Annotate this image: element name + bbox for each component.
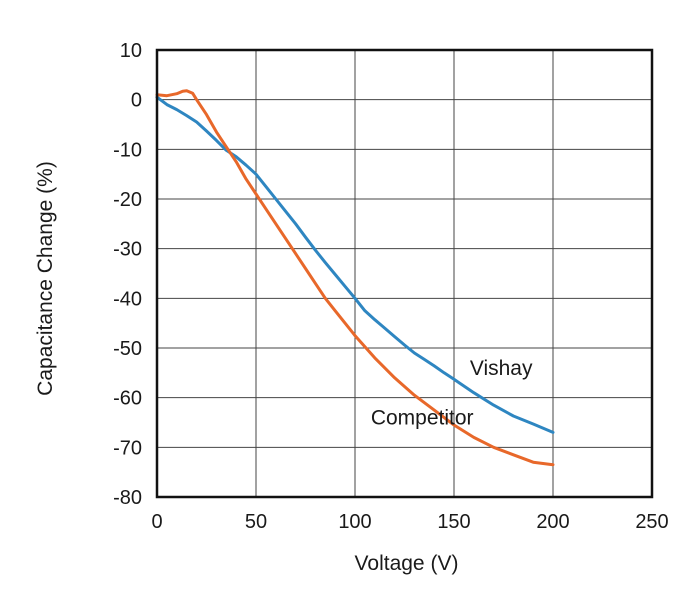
x-tick-label: 150 bbox=[437, 511, 470, 533]
grid-layer bbox=[157, 50, 652, 497]
series-line-competitor bbox=[155, 89, 555, 467]
x-tick-label: 100 bbox=[338, 511, 371, 533]
tick-layer: 0 50 100 150 200 250100-10-20-30-40-50-60-70-… bbox=[113, 40, 669, 533]
y-tick-label: -70 bbox=[113, 437, 142, 459]
x-tick-label: 0 bbox=[151, 511, 162, 533]
x-tick-label: 200 bbox=[536, 511, 569, 533]
annotation-layer: Vishay Competitor bbox=[371, 357, 533, 430]
series-label: Vishay bbox=[470, 357, 533, 380]
y-tick-label: 0 bbox=[131, 90, 142, 112]
x-tick-label: 50 bbox=[245, 511, 267, 533]
x-axis-title: Voltage (V) bbox=[355, 552, 459, 575]
y-tick-label: -50 bbox=[113, 338, 142, 360]
y-tick-label: -60 bbox=[113, 388, 142, 410]
y-tick-label: -80 bbox=[113, 487, 142, 509]
x-tick-label: 250 bbox=[635, 511, 668, 533]
y-tick-label: -30 bbox=[113, 239, 142, 261]
plot-frame bbox=[155, 48, 654, 499]
y-tick-label: -40 bbox=[113, 288, 142, 310]
y-tick-label: -20 bbox=[113, 189, 142, 211]
series-line-vishay bbox=[155, 95, 555, 434]
series-layer bbox=[155, 89, 555, 467]
y-axis-title: Capacitance Change (%) bbox=[34, 161, 57, 396]
series-label: Competitor bbox=[371, 407, 474, 430]
y-tick-label: 10 bbox=[120, 40, 142, 62]
y-tick-label: -10 bbox=[113, 139, 142, 161]
